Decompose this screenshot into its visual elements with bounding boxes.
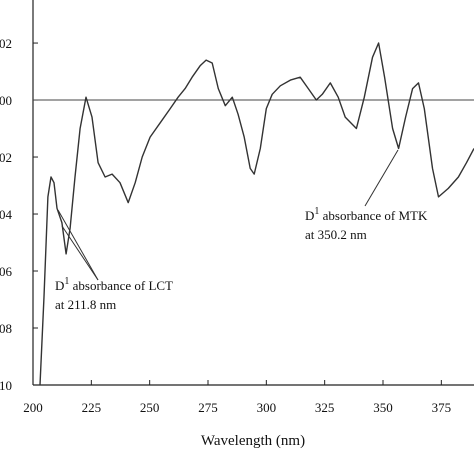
y-tick-label: 0.02 [0, 36, 12, 51]
x-tick-label: 275 [198, 400, 218, 415]
y-tick-label: -0.08 [0, 321, 12, 336]
annotation-text: D [305, 208, 314, 223]
annotation-text: absorbance of LCT [69, 278, 173, 293]
x-tick-label: 325 [315, 400, 335, 415]
x-tick-label: 250 [140, 400, 160, 415]
y-tick-label: -0.04 [0, 207, 12, 222]
x-tick-label: 350 [373, 400, 393, 415]
annotation-leader [364, 149, 399, 207]
annotation-superscript: 1 [64, 276, 69, 287]
annotation-line2: at 350.2 nm [305, 227, 367, 242]
annotation-superscript: 1 [314, 206, 319, 217]
annotation: D1 absorbance of MTK [305, 206, 428, 223]
x-tick-label: 375 [432, 400, 452, 415]
x-axis-label: Wavelength (nm) [201, 433, 305, 449]
y-tick-label: -0.02 [0, 150, 12, 165]
annotation-leader [57, 209, 99, 281]
y-tick-label: -0.06 [0, 264, 12, 279]
annotation-leader [61, 225, 99, 281]
x-tick-label: 225 [82, 400, 102, 415]
y-tick-label: 0.00 [0, 93, 12, 108]
annotation: D1 absorbance of LCT [55, 276, 173, 293]
annotation-text: absorbance of MTK [319, 208, 428, 223]
annotation-text: D [55, 278, 64, 293]
data-line [39, 42, 474, 386]
x-tick-label: 200 [23, 400, 43, 415]
annotation-line2: at 211.8 nm [55, 297, 116, 312]
x-tick-label: 300 [257, 400, 277, 415]
y-tick-label: -0.10 [0, 378, 12, 393]
